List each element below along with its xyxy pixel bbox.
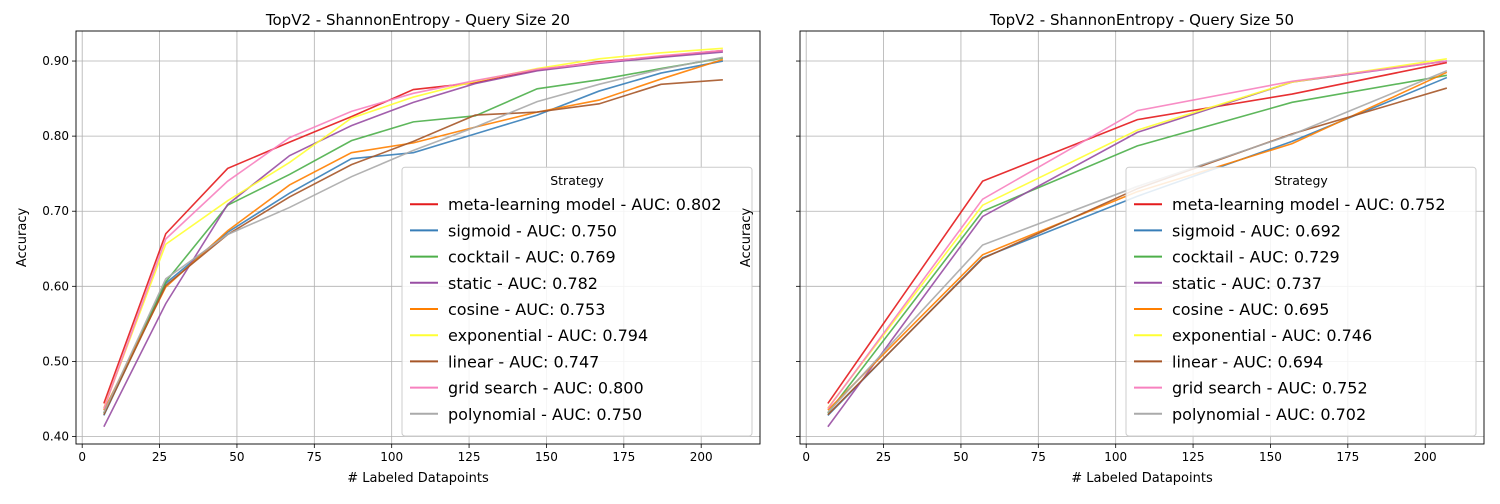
legend-entry: static - AUC: 0.737 xyxy=(1172,274,1322,293)
series-line-grid-search xyxy=(827,60,1447,410)
legend-box xyxy=(401,166,753,437)
x-tick-label: 25 xyxy=(876,450,891,464)
x-axis-label: # Labeled Datapoints xyxy=(1071,471,1213,486)
legend: Strategy meta-learning model - AUC: 0.752… xyxy=(1125,166,1477,437)
x-tick-label: 100 xyxy=(1104,450,1127,464)
x-tick-label: 0 xyxy=(802,450,810,464)
y-axis-label: Accuracy xyxy=(739,208,754,268)
x-tick-label: 175 xyxy=(612,450,635,464)
plot-frame xyxy=(75,30,761,445)
x-tick-label: 175 xyxy=(1336,450,1359,464)
x-tick-label: 200 xyxy=(690,450,713,464)
y-tick-label: 0.60 xyxy=(42,279,69,293)
chart-panel-query-size-20: 0 25 50 75 100 125 150 175 200 0.40 0.50 0.60 0.70 0.… xyxy=(15,11,761,486)
legend-entry: cocktail - AUC: 0.729 xyxy=(1172,248,1340,267)
legend-entry: sigmoid - AUC: 0.692 xyxy=(1172,221,1341,240)
y-tick-label: 0.40 xyxy=(42,429,69,443)
series-line-cocktail xyxy=(103,57,723,414)
legend-entry: grid search - AUC: 0.800 xyxy=(448,379,644,398)
x-tick-label: 125 xyxy=(458,450,481,464)
x-axis-label: # Labeled Datapoints xyxy=(347,471,489,486)
legend-box xyxy=(1125,166,1477,437)
legend-entry: polynomial - AUC: 0.702 xyxy=(1172,405,1366,424)
legend-entry: polynomial - AUC: 0.750 xyxy=(448,405,642,424)
x-tick-label: 75 xyxy=(307,450,322,464)
plot-frame xyxy=(799,30,1485,445)
x-tick-label: 0 xyxy=(78,450,86,464)
legend: Strategy meta-learning model - AUC: 0.802… xyxy=(401,166,753,437)
legend-entry: linear - AUC: 0.747 xyxy=(448,352,599,371)
series-line-cocktail xyxy=(827,74,1447,414)
legend-entry: meta-learning model - AUC: 0.752 xyxy=(1172,195,1446,214)
x-tick-label: 75 xyxy=(1031,450,1046,464)
legend-title: Strategy xyxy=(550,173,604,188)
legend-entry: grid search - AUC: 0.752 xyxy=(1172,379,1368,398)
series-line-meta-learning-model xyxy=(827,61,1448,404)
legend-entry: exponential - AUC: 0.746 xyxy=(1172,326,1372,345)
series-line-exponential xyxy=(103,47,723,409)
series-line-polynomial xyxy=(103,56,724,413)
legend-entry: linear - AUC: 0.694 xyxy=(1172,352,1323,371)
y-tick-label: 0.50 xyxy=(42,354,69,368)
legend-entry: cosine - AUC: 0.753 xyxy=(448,300,605,319)
y-tick-label: 0.70 xyxy=(42,204,69,218)
y-tick-label: 0.90 xyxy=(42,54,69,68)
legend-entry: sigmoid - AUC: 0.750 xyxy=(448,221,617,240)
legend-title: Strategy xyxy=(1274,173,1328,188)
x-tick-label: 150 xyxy=(535,450,558,464)
series-line-linear xyxy=(103,79,723,416)
legend-entry: static - AUC: 0.782 xyxy=(448,274,598,293)
legend-entry: meta-learning model - AUC: 0.802 xyxy=(448,195,722,214)
y-tick-label: 0.80 xyxy=(42,129,69,143)
x-tick-label: 25 xyxy=(152,450,167,464)
x-tick-label: 50 xyxy=(229,450,244,464)
chart-title: TopV2 - ShannonEntropy - Query Size 20 xyxy=(265,11,570,29)
legend-entry: cosine - AUC: 0.695 xyxy=(1172,300,1329,319)
x-tick-label: 200 xyxy=(1414,450,1437,464)
legend-entry: exponential - AUC: 0.794 xyxy=(448,326,648,345)
y-axis-label: Accuracy xyxy=(15,208,30,268)
chart-title: TopV2 - ShannonEntropy - Query Size 50 xyxy=(989,11,1294,29)
x-tick-label: 50 xyxy=(953,450,968,464)
series-line-static xyxy=(103,51,723,428)
x-tick-label: 100 xyxy=(380,450,403,464)
series-line-grid-search xyxy=(103,49,723,409)
x-tick-label: 125 xyxy=(1182,450,1205,464)
legend-entry: cocktail - AUC: 0.769 xyxy=(448,248,616,267)
chart-panel-query-size-50: 0 25 50 75 100 125 150 175 200 TopV2 - ShannonEnt… xyxy=(739,11,1485,486)
x-tick-label: 150 xyxy=(1259,450,1282,464)
